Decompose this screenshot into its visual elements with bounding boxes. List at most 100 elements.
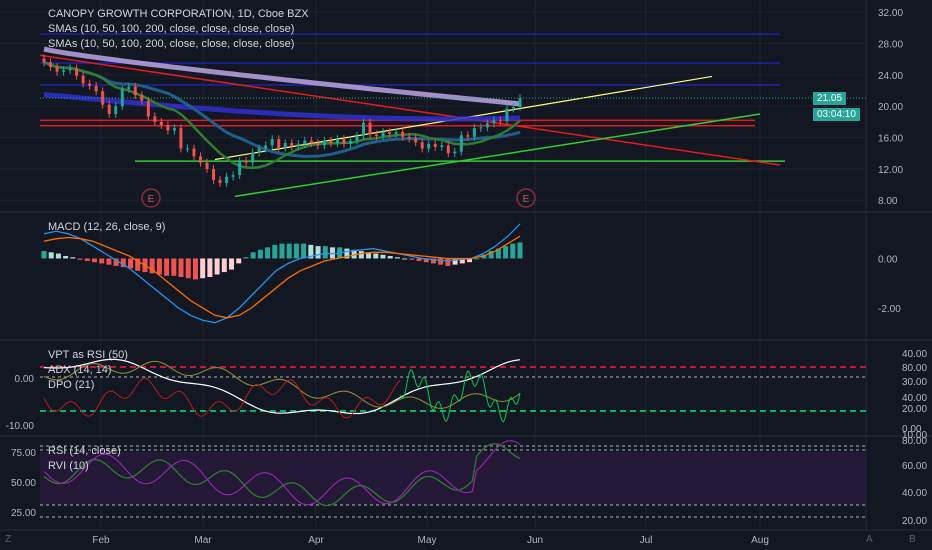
macd-histogram-bar [430, 258, 436, 264]
macd-histogram-bar [229, 258, 235, 270]
adx-line-red [43, 377, 401, 419]
candle-body [427, 143, 431, 149]
adx-line-green [399, 369, 521, 423]
macd-histogram-bar [70, 257, 76, 259]
grid [0, 0, 932, 531]
trendline-red-down [39, 54, 781, 166]
candle-body [511, 107, 515, 109]
rvi-label: RVI (10) [48, 460, 89, 472]
candle-body [270, 139, 274, 146]
trendline-green-up [234, 113, 761, 198]
vpt-label: VPT as RSI (50) [48, 349, 128, 361]
candle-body [68, 68, 72, 71]
candle-body [179, 128, 183, 149]
candle-body [251, 152, 255, 163]
rsi-tick-label: 40.00 [902, 488, 927, 499]
candle-body [277, 139, 281, 148]
macd-histogram-bar [243, 257, 249, 259]
rsi-left-tick-label: 75.00 [11, 448, 36, 459]
rsi-line [43, 442, 521, 507]
rsi-band [40, 452, 866, 505]
x-tick-label: Mar [194, 535, 212, 546]
candle-body [231, 175, 235, 177]
candle-body [407, 136, 411, 139]
macd-histogram-bar [221, 258, 227, 273]
macd-histogram-bar [99, 258, 105, 264]
macd-histogram-bar [503, 246, 509, 259]
scale-options-button[interactable]: B [909, 534, 916, 545]
goto-date-button[interactable]: Z [5, 534, 12, 545]
candle-body [401, 132, 405, 137]
rsi-left-tick-label: 50.00 [11, 478, 36, 489]
x-tick-label: Aug [751, 535, 769, 546]
macd-histogram-bar [207, 258, 213, 277]
macd-histogram-bar [409, 258, 415, 260]
candle-body [146, 100, 150, 117]
candle-body [453, 151, 457, 154]
macd-histogram-bar [128, 258, 134, 269]
macd-histogram-bar [236, 258, 242, 264]
candle-body [505, 108, 509, 122]
candle-body [107, 104, 111, 115]
macd-histogram-bar [135, 258, 141, 271]
earnings-marker-circle [141, 188, 161, 208]
candle-body [172, 128, 176, 131]
candle-body [101, 91, 105, 105]
candle-body [238, 161, 242, 176]
candle-body [153, 116, 157, 122]
candle-body [420, 142, 424, 149]
macd-histogram-bar [402, 258, 408, 260]
candle-body [75, 68, 79, 76]
macd-histogram-bar [344, 248, 350, 259]
price-tick-label: 16.00 [878, 134, 903, 145]
macd-histogram-bar [394, 257, 400, 259]
candle-body [120, 88, 124, 107]
macd-histogram-bar [178, 258, 184, 277]
macd-histogram-bar [459, 258, 465, 264]
sma-label-1: SMAs (10, 50, 100, 200, close, close, cl… [48, 23, 295, 35]
candle-body [485, 123, 489, 128]
candle-body [264, 145, 268, 149]
macd-histogram-bar [192, 258, 198, 280]
candle-body [192, 148, 196, 157]
candle-body [414, 138, 418, 143]
earnings-marker-label: E [148, 194, 155, 205]
macd-line [43, 223, 521, 324]
macd-histogram-bar [63, 256, 69, 259]
macd-histogram-bar [358, 251, 364, 259]
macd-histogram-bar [265, 247, 271, 259]
macd-histogram-bar [250, 252, 256, 259]
price-tick-label: 24.00 [878, 71, 903, 82]
candle-body [140, 95, 144, 101]
candle-body [479, 127, 483, 129]
macd-tick-label: 0.00 [878, 254, 898, 265]
macd-histogram-bar [438, 258, 444, 265]
candle-body [81, 75, 85, 84]
rsi-left-tick-label: 25.00 [11, 508, 36, 519]
candle-body [244, 161, 248, 163]
candle-body [329, 140, 333, 144]
candle-body [498, 120, 502, 122]
candle-body [133, 86, 137, 96]
candle-body [368, 122, 372, 135]
candle-body [492, 120, 496, 124]
candle-body [296, 143, 300, 147]
macd-histogram-bar [452, 258, 458, 265]
earnings-marker-label: E [523, 194, 530, 205]
macd-label: MACD (12, 26, close, 9) [48, 221, 166, 233]
vpt-tick-label: 30.00 [902, 377, 927, 388]
auto-scale-button[interactable]: A [866, 534, 873, 545]
rsi-tick-label: 20.00 [902, 516, 927, 527]
candle-body [159, 121, 163, 126]
macd-histogram-bar [279, 243, 285, 259]
macd-histogram-bar [366, 252, 372, 259]
price-tick-label: 32.00 [878, 8, 903, 19]
macd-histogram-bar [301, 243, 307, 259]
vpt-tick-label: 10.00 [902, 430, 927, 441]
candle-body [394, 132, 398, 134]
candle-body [322, 140, 326, 146]
vpt-tick-label: 80.00 [902, 363, 927, 374]
dpo-line [43, 358, 521, 415]
x-tick-label: Apr [308, 535, 324, 546]
